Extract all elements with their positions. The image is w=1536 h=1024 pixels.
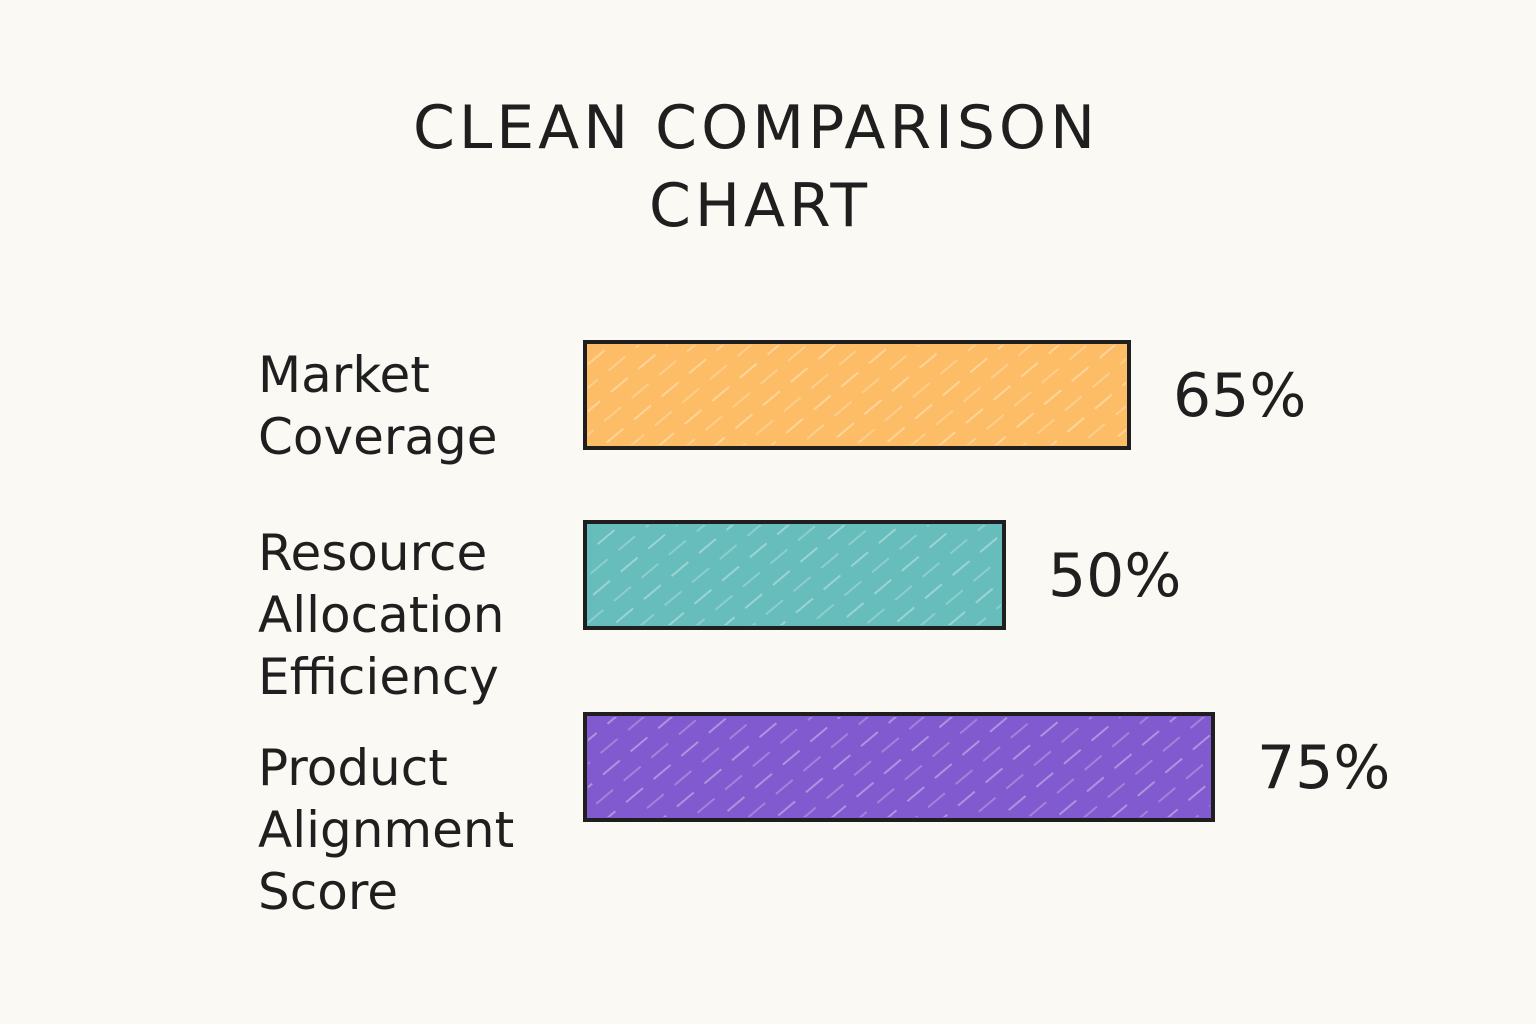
- value-labels: 65% 50% 75%: [1048, 361, 1390, 803]
- value-label-2: 50%: [1048, 541, 1181, 611]
- category-label-1-line-2: Coverage: [258, 408, 498, 466]
- value-label-3: 75%: [1257, 733, 1390, 803]
- chart-title-line-1: CLEAN COMPARISON: [413, 93, 1099, 163]
- category-label-3-line-1: Product: [258, 739, 448, 797]
- category-label-1-line-1: Market: [258, 346, 430, 404]
- category-label-2-line-2: Allocation: [258, 586, 504, 644]
- chart-title-line-2: CHART: [649, 171, 871, 241]
- value-label-1: 65%: [1173, 361, 1306, 431]
- bar-1-texture: [588, 345, 1126, 445]
- category-label-2-line-3: Efficiency: [258, 648, 499, 706]
- chart-title: CLEAN COMPARISON CHART: [413, 93, 1099, 241]
- bar-2-texture: [588, 525, 1001, 625]
- category-label-2-line-1: Resource: [258, 524, 487, 582]
- category-label-3-line-2: Alignment: [258, 801, 514, 859]
- category-label-3-line-3: Score: [258, 863, 398, 921]
- bar-3-texture: [588, 717, 1210, 817]
- bars: [583, 340, 1215, 822]
